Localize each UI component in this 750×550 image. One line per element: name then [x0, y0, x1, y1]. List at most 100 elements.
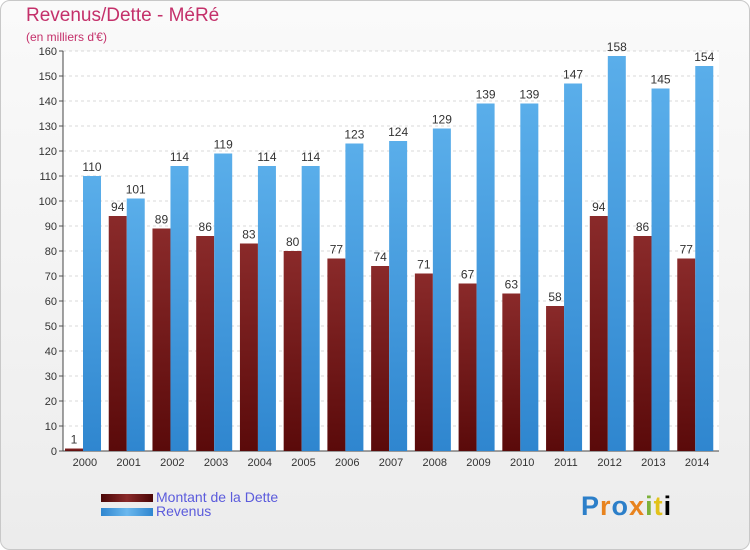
bar-revenus — [607, 56, 626, 451]
bar-dette — [546, 306, 565, 451]
x-tick-label: 2010 — [510, 457, 534, 469]
y-tick-label: 140 — [39, 96, 57, 108]
legend-label-dette: Montant de la Dette — [156, 489, 279, 505]
data-label-dette: 58 — [548, 290, 562, 304]
proxiti-logo: Proxiti — [581, 491, 673, 521]
data-label-dette: 77 — [330, 243, 344, 257]
y-tick-label: 120 — [39, 146, 57, 158]
y-tick-label: 40 — [45, 346, 57, 358]
bar-revenus — [345, 143, 364, 451]
data-label-dette: 67 — [461, 268, 475, 282]
x-tick-label: 2002 — [160, 457, 184, 469]
bar-dette — [239, 243, 258, 451]
x-tick-label: 2001 — [116, 457, 140, 469]
x-tick-label: 2014 — [685, 457, 709, 469]
bar-revenus — [432, 128, 451, 451]
y-tick-label: 150 — [39, 71, 57, 83]
bar-dette — [371, 266, 390, 451]
x-tick-label: 2013 — [641, 457, 665, 469]
y-tick-label: 20 — [45, 396, 57, 408]
data-label-dette: 74 — [373, 250, 387, 264]
bar-revenus — [476, 103, 495, 451]
bar-revenus — [520, 103, 539, 451]
legend-swatch-dette — [101, 494, 153, 502]
data-label-dette: 1 — [71, 433, 78, 447]
y-tick-label: 110 — [39, 171, 57, 183]
bar-revenus — [214, 153, 233, 451]
bar-revenus — [695, 66, 714, 451]
y-tick-label: 0 — [51, 446, 57, 458]
data-label-dette: 94 — [111, 200, 125, 214]
data-label-revenus: 139 — [476, 88, 496, 102]
bar-dette — [414, 273, 433, 451]
x-tick-label: 2007 — [379, 457, 403, 469]
data-label-revenus: 123 — [344, 128, 364, 142]
data-label-dette: 86 — [199, 220, 213, 234]
chart-title: Revenus/Dette - MéRé — [26, 5, 220, 26]
data-label-dette: 77 — [680, 243, 694, 257]
x-tick-label: 2011 — [554, 457, 578, 469]
x-tick-label: 2012 — [597, 457, 621, 469]
data-label-dette: 71 — [417, 258, 431, 272]
y-tick-label: 160 — [39, 46, 57, 58]
data-label-revenus: 154 — [694, 50, 714, 64]
x-tick-label: 2008 — [422, 457, 446, 469]
data-label-revenus: 119 — [214, 138, 233, 152]
bar-dette — [677, 258, 696, 451]
x-tick-label: 2004 — [248, 457, 272, 469]
y-tick-label: 90 — [45, 221, 57, 233]
data-label-dette: 80 — [286, 235, 300, 249]
bar-dette — [152, 228, 171, 451]
bar-revenus — [83, 176, 101, 451]
data-label-revenus: 147 — [563, 68, 583, 82]
data-label-revenus: 129 — [432, 113, 452, 127]
x-tick-label: 2005 — [291, 457, 315, 469]
y-tick-label: 80 — [45, 246, 57, 258]
data-label-revenus: 114 — [170, 150, 189, 164]
y-tick-label: 10 — [45, 421, 57, 433]
bar-revenus — [170, 166, 189, 451]
x-tick-label: 2003 — [204, 457, 228, 469]
x-tick-label: 2006 — [335, 457, 359, 469]
chart-subtitle: (en milliers d'€) — [26, 30, 107, 44]
bar-dette — [283, 251, 302, 451]
y-tick-label: 100 — [39, 196, 57, 208]
bar-dette — [633, 236, 652, 451]
bar-revenus — [564, 83, 583, 451]
bar-dette — [196, 236, 215, 451]
data-label-revenus: 114 — [257, 150, 276, 164]
data-label-revenus: 110 — [82, 160, 101, 174]
bar-dette — [589, 216, 608, 451]
data-label-revenus: 145 — [651, 73, 671, 87]
bar-revenus — [389, 141, 408, 451]
data-label-dette: 86 — [636, 220, 650, 234]
legend-label-revenus: Revenus — [156, 503, 212, 519]
y-tick-label: 60 — [45, 296, 57, 308]
y-tick-label: 50 — [45, 321, 57, 333]
data-label-dette: 63 — [505, 278, 519, 292]
bar-revenus — [257, 166, 276, 451]
data-label-dette: 89 — [155, 213, 169, 227]
data-label-dette: 94 — [592, 200, 606, 214]
y-tick-label: 70 — [45, 271, 57, 283]
bar-revenus — [651, 88, 670, 451]
bar-revenus — [301, 166, 320, 451]
bar-dette — [502, 293, 521, 451]
bar-dette — [65, 448, 83, 451]
bar-dette — [108, 216, 127, 451]
x-tick-label: 2009 — [466, 457, 490, 469]
x-tick-label: 2000 — [73, 457, 97, 469]
legend-swatch-revenus — [101, 508, 153, 516]
y-tick-label: 30 — [45, 371, 57, 383]
data-label-revenus: 139 — [519, 88, 539, 102]
data-label-dette: 83 — [242, 228, 256, 242]
data-label-revenus: 101 — [126, 183, 146, 197]
bar-revenus — [126, 198, 145, 451]
bar-dette — [458, 283, 477, 451]
y-tick-label: 130 — [39, 121, 57, 133]
data-label-revenus: 124 — [388, 125, 408, 139]
bar-dette — [327, 258, 346, 451]
data-label-revenus: 114 — [301, 150, 320, 164]
